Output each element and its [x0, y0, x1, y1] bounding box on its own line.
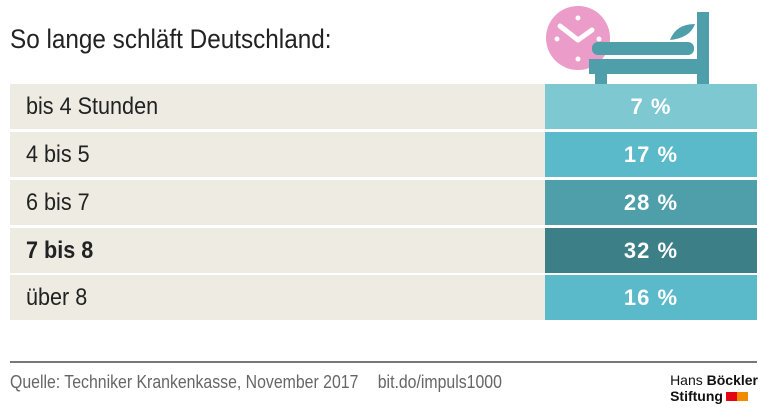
clock-icon	[546, 6, 610, 70]
hans-boeckler-logo: Hans Böckler Stiftung	[670, 372, 758, 404]
table-row: 7 bis 8 32 %	[10, 228, 757, 273]
table-row: 4 bis 5 17 %	[10, 132, 757, 177]
row-value: 7 %	[545, 84, 757, 129]
table-row: über 8 16 %	[10, 275, 757, 320]
row-label: 7 bis 8	[10, 228, 545, 273]
table-row: 6 bis 7 28 %	[10, 180, 757, 225]
row-label: bis 4 Stunden	[10, 84, 545, 129]
bed-icon	[589, 12, 709, 84]
divider	[10, 361, 757, 363]
row-value: 16 %	[545, 275, 757, 320]
source-line: Quelle: Techniker Krankenkasse, November…	[10, 372, 502, 393]
source-text: Quelle: Techniker Krankenkasse, November…	[10, 372, 359, 392]
table-row: bis 4 Stunden 7 %	[10, 84, 757, 129]
row-value: 32 %	[545, 228, 757, 273]
row-label: 6 bis 7	[10, 180, 545, 225]
row-label: über 8	[10, 275, 545, 320]
source-link[interactable]: bit.do/impuls1000	[377, 372, 502, 392]
row-value: 17 %	[545, 132, 757, 177]
clock-bed-illustration	[546, 6, 709, 84]
row-label: 4 bis 5	[10, 132, 545, 177]
row-value: 28 %	[545, 180, 757, 225]
chart-title: So lange schläft Deutschland:	[10, 24, 332, 54]
